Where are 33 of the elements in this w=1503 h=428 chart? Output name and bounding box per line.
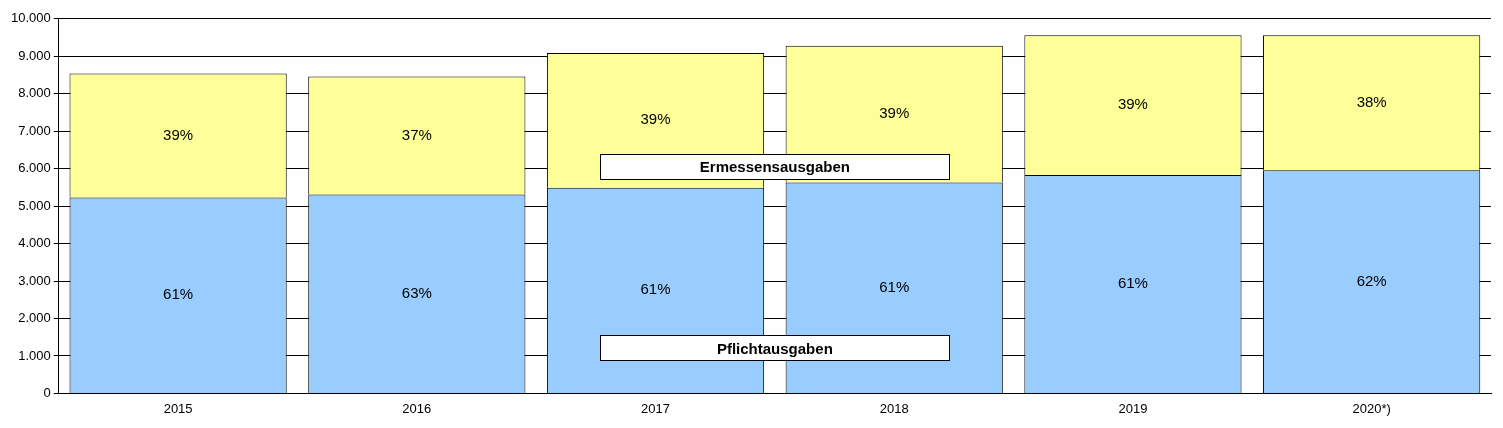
annotation: 37% (401, 125, 432, 143)
annotation: 61% (163, 285, 194, 303)
y-tick-label: 9.000 (18, 47, 51, 63)
label-box: Pflichtausgaben (599, 335, 950, 362)
y-tick-label: 4.000 (18, 235, 51, 251)
y-tick-label: 1.000 (18, 347, 51, 363)
series-label: Ermessensausgaben (699, 158, 850, 176)
annotation: 39% (640, 110, 671, 128)
y-tick-label: 10.000 (11, 10, 51, 26)
x-tick-label: 2017 (641, 400, 670, 416)
y-tick-label: 8.000 (18, 85, 51, 101)
y-tick-label: 0 (43, 384, 51, 400)
x-tick-label: 2019 (1118, 400, 1148, 416)
y-tick-label: 5.000 (18, 197, 51, 213)
y-tick-label: 6.000 (18, 160, 51, 176)
x-tick-label: 2015 (163, 400, 193, 416)
annotation: 39% (1117, 95, 1148, 113)
x-tick-label: 2018 (879, 400, 909, 416)
annotation: 62% (1356, 271, 1387, 289)
annotation: 63% (401, 283, 432, 301)
y-tick-label: 2.000 (18, 310, 51, 326)
series-label: Pflichtausgaben (716, 339, 833, 357)
annotation: 61% (1117, 274, 1148, 292)
annotation: 39% (879, 104, 910, 122)
annotation: 39% (163, 125, 194, 143)
label-box: Ermessensausgaben (599, 153, 950, 180)
y-tick-label: 3.000 (18, 272, 51, 288)
x-tick-label: 2020*) (1352, 400, 1391, 416)
annotation: 61% (879, 277, 910, 295)
annotation: 38% (1356, 92, 1387, 110)
y-tick-label: 7.000 (18, 122, 51, 138)
x-tick-label: 2016 (402, 400, 432, 416)
annotation: 61% (640, 280, 671, 298)
